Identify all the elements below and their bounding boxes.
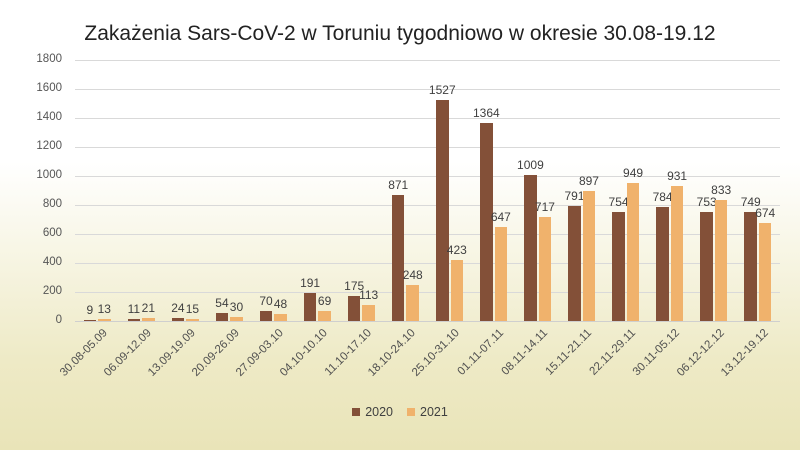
bar-2021 [670, 186, 684, 321]
data-label: 931 [667, 169, 688, 183]
data-label: 423 [446, 242, 467, 257]
gridline [75, 234, 780, 235]
legend-label: 2021 [420, 405, 448, 419]
data-label: 30 [229, 299, 244, 314]
data-label: 248 [402, 268, 423, 283]
bar-2020 [127, 319, 141, 321]
bar-2021 [230, 316, 243, 321]
y-tick-label: 800 [42, 198, 62, 210]
data-label: 48 [273, 297, 288, 312]
gridline [75, 118, 780, 119]
legend-item-2020: 2020 [352, 405, 393, 419]
bar-2020 [171, 317, 185, 321]
data-label: 754 [608, 194, 629, 209]
y-tick-label: 1200 [36, 140, 62, 152]
data-label: 70 [259, 293, 273, 308]
data-label: 949 [623, 166, 644, 181]
chart-legend: 2020 2021 [0, 405, 800, 419]
bar-2020 [744, 212, 757, 321]
data-label: 54 [215, 296, 229, 311]
bar-2021 [626, 183, 640, 321]
y-tick-label: 0 [55, 314, 62, 326]
data-label: 11 [127, 302, 141, 317]
data-label: 749 [740, 195, 761, 210]
data-label: 69 [317, 293, 332, 308]
data-label: 21 [141, 300, 156, 315]
x-tick-label: 15.11-21.11 [543, 327, 595, 378]
bar-2020 [303, 293, 317, 321]
y-tick-label: 200 [42, 285, 62, 297]
legend-item-2021: 2021 [407, 405, 448, 419]
legend-swatch-icon [352, 408, 361, 416]
x-tick-label: 01.11-07.11 [455, 327, 507, 378]
data-label: 871 [388, 177, 409, 192]
data-label: 753 [696, 194, 717, 209]
data-label: 1527 [428, 82, 456, 97]
data-label: 113 [359, 287, 379, 302]
bar-2020 [391, 194, 405, 321]
bar-2021 [494, 227, 508, 321]
y-tick-label: 600 [42, 227, 62, 239]
data-label: 833 [711, 183, 732, 198]
gridline [75, 60, 780, 61]
gridline [75, 321, 780, 322]
data-label: 9 [86, 302, 94, 317]
bar-2021 [538, 217, 552, 321]
data-label: 784 [652, 190, 673, 205]
bar-2021 [98, 319, 111, 321]
bar-2020 [83, 319, 97, 321]
bar-2021 [582, 190, 596, 321]
gridline [75, 292, 780, 293]
data-label: 191 [300, 276, 321, 291]
bar-2021 [274, 314, 287, 321]
data-label: 24 [171, 300, 185, 315]
data-label: 13 [97, 302, 111, 317]
y-tick-label: 1000 [36, 169, 62, 181]
bar-2020 [215, 313, 229, 321]
data-label: 717 [534, 200, 555, 215]
bar-2021 [758, 223, 772, 321]
data-label: 897 [578, 173, 599, 188]
bar-2021 [142, 317, 155, 321]
x-tick-label: 08.11-14.11 [499, 327, 551, 378]
legend-swatch-icon [407, 408, 415, 416]
bar-2020 [612, 211, 625, 321]
bar-2020 [480, 123, 493, 321]
gridline [75, 176, 780, 177]
data-label: 15 [185, 301, 200, 316]
gridline [75, 263, 780, 264]
y-tick-label: 1600 [36, 82, 62, 94]
gridline [75, 89, 780, 90]
bar-2020 [700, 211, 713, 321]
bar-2021 [362, 304, 375, 321]
bar-2021 [714, 200, 728, 321]
data-label: 674 [755, 206, 776, 221]
bar-2020 [436, 99, 449, 321]
bar-2020 [259, 310, 273, 321]
chart-title: Zakażenia Sars-CoV-2 w Toruniu tygodniow… [84, 22, 716, 45]
bar-2021 [406, 285, 419, 321]
gridline [75, 205, 780, 206]
data-label: 647 [490, 210, 511, 225]
bar-2020 [347, 295, 361, 321]
y-tick-label: 1800 [36, 53, 62, 65]
legend-label: 2020 [365, 405, 393, 419]
data-label: 1009 [517, 157, 544, 172]
y-tick-label: 400 [42, 256, 62, 268]
y-tick-label: 1400 [36, 111, 62, 123]
data-label: 1364 [472, 106, 500, 121]
bar-2020 [568, 206, 581, 321]
data-label: 175 [344, 278, 365, 293]
bar-2020 [656, 207, 669, 321]
data-label: 791 [564, 189, 585, 204]
gridline [75, 147, 780, 148]
bar-2020 [524, 174, 537, 321]
bar-2021 [318, 310, 331, 321]
bar-2021 [450, 259, 464, 321]
bar-2021 [186, 318, 199, 321]
